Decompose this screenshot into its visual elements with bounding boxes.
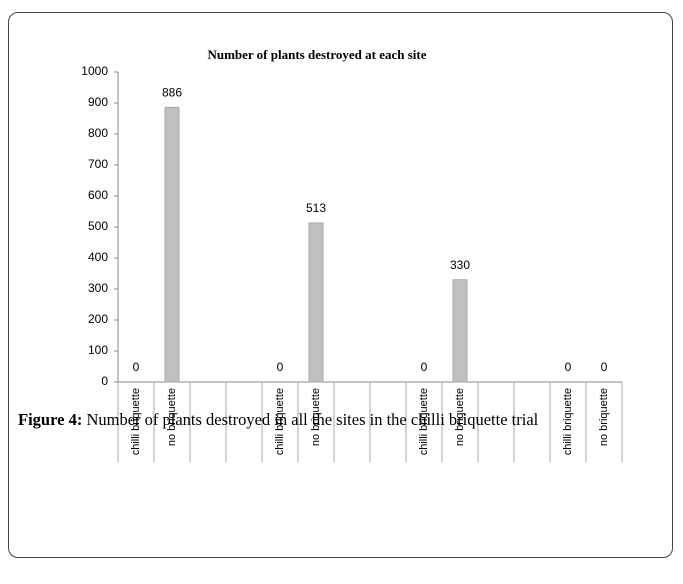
y-tick-label: 100 (88, 343, 108, 357)
y-tick-label: 900 (88, 95, 108, 109)
chart-title: Number of plants destroyed at each site (207, 47, 426, 62)
x-tick-label: no briquette (166, 388, 178, 446)
chart: Number of plants destroyed at each site … (81, 47, 622, 388)
caption: Figure 4: Number of plants destroyed in … (18, 406, 666, 433)
caption-label: Figure 4: (18, 410, 83, 429)
data-label: 330 (450, 258, 470, 272)
y-tick-label: 0 (101, 374, 108, 388)
data-label: 0 (565, 360, 572, 374)
data-label: 0 (601, 360, 608, 374)
x-tick-label: chilli briquette (418, 388, 430, 455)
y-tick-label: 800 (88, 126, 108, 140)
caption-text: Number of plants destroyed in all the si… (86, 410, 539, 429)
y-tick-label: 1000 (81, 64, 108, 78)
bar (164, 106, 180, 383)
bar (452, 279, 468, 383)
x-tick-label: chilli briquette (130, 388, 142, 455)
x-tick-label: no briquette (454, 388, 466, 446)
data-label: 0 (133, 360, 140, 374)
data-label: 0 (277, 360, 284, 374)
x-tick-label: no briquette (598, 388, 610, 446)
y-tick-label: 700 (88, 157, 108, 171)
bar (308, 222, 324, 383)
x-tick-label: chilli briquette (562, 388, 574, 455)
y-tick-label: 200 (88, 312, 108, 326)
data-label: 513 (306, 201, 326, 215)
figure-frame (8, 12, 673, 558)
data-label: 886 (162, 86, 182, 100)
category-axis: chilli briquette no briquette chilli briqu… (117, 382, 623, 462)
x-tick-label: no briquette (310, 388, 322, 446)
y-tick-label: 300 (88, 281, 108, 295)
y-tick-label: 600 (88, 188, 108, 202)
data-label: 0 (421, 360, 428, 374)
y-tick-label: 500 (88, 219, 108, 233)
y-tick-label: 400 (88, 250, 108, 264)
x-tick-label: chilli briquette (274, 388, 286, 455)
